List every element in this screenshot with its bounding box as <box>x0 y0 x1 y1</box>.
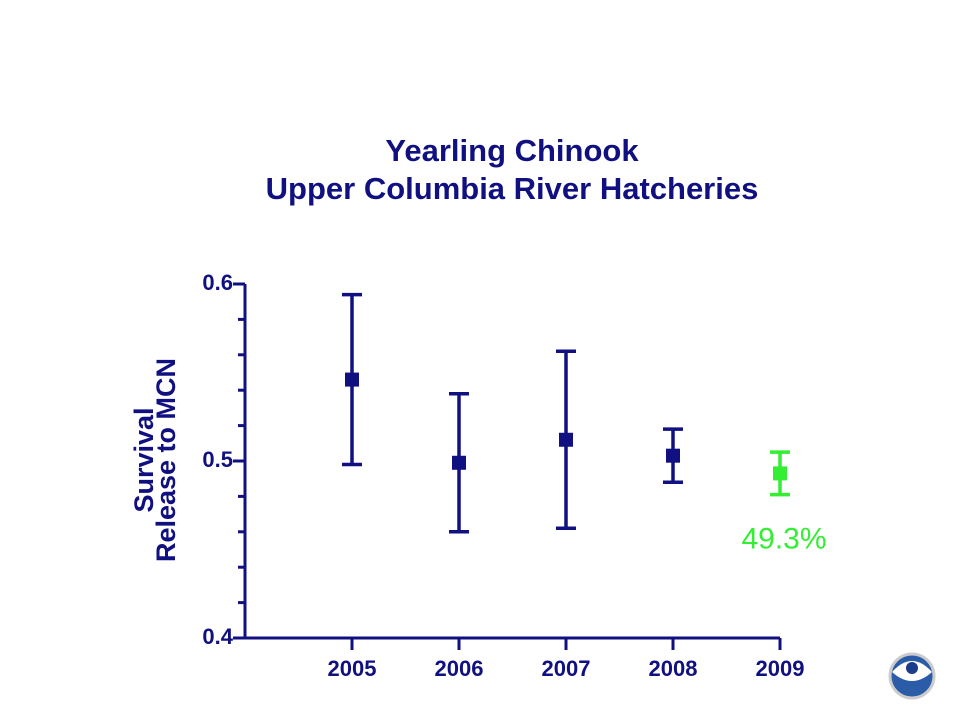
x-tick-label: 2008 <box>649 656 698 681</box>
y-axis-title: Release to MCN <box>151 358 181 562</box>
point <box>666 448 680 463</box>
logo <box>888 652 936 700</box>
x-tick-label: 2007 <box>542 656 591 681</box>
point <box>773 466 787 481</box>
point <box>559 432 573 447</box>
value-label: 49.3% <box>741 523 826 556</box>
x-tick-label: 2005 <box>328 656 377 681</box>
chart-title: Yearling Chinook <box>385 133 639 168</box>
y-axis-title: Survival <box>129 407 159 512</box>
y-tick-label: 0.4 <box>202 624 233 649</box>
x-tick-label: 2006 <box>435 656 484 681</box>
y-tick-label: 0.6 <box>202 270 233 295</box>
x-tick-label: 2009 <box>756 656 805 681</box>
point <box>345 372 359 387</box>
chart-title: Upper Columbia River Hatcheries <box>266 171 759 206</box>
y-tick-label: 0.5 <box>202 447 233 472</box>
point <box>452 455 466 470</box>
